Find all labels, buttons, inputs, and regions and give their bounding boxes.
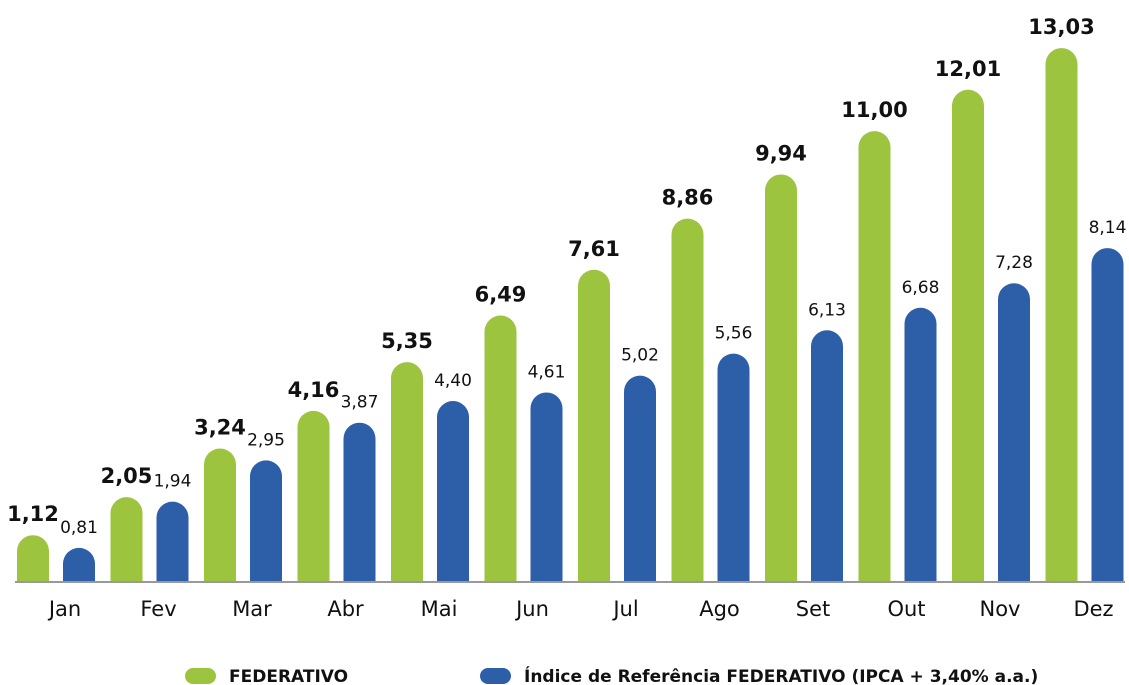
value-label: 4,16: [288, 378, 340, 402]
legend-swatch: [185, 668, 216, 684]
x-tick-label: Jul: [611, 597, 638, 621]
value-label: 11,00: [841, 98, 907, 122]
bar: [1091, 248, 1124, 581]
legend-label: Índice de Referência FEDERATIVO (IPCA + …: [524, 665, 1038, 685]
value-label: 7,61: [568, 237, 620, 261]
bar: [343, 422, 376, 581]
value-label: 1,94: [154, 472, 192, 492]
value-label: 6,13: [808, 300, 846, 320]
value-label: 12,01: [935, 57, 1001, 81]
bar: [437, 401, 469, 581]
value-label: 6,49: [475, 283, 527, 307]
bar: [530, 392, 563, 581]
bar: [998, 283, 1030, 581]
bar: [578, 269, 610, 581]
x-tick-label: Ago: [699, 597, 740, 621]
value-label: 13,03: [1028, 15, 1094, 39]
x-tick-label: Set: [796, 597, 830, 621]
bar: [858, 131, 891, 581]
value-label: 5,35: [381, 329, 433, 353]
bar: [765, 174, 797, 582]
value-label: 7,28: [995, 253, 1033, 273]
value-label: 0,81: [60, 518, 98, 538]
value-label: 5,56: [715, 324, 753, 344]
bar: [391, 362, 423, 581]
value-label: 1,12: [7, 502, 59, 526]
x-tick-label: Mai: [421, 597, 458, 621]
bar: [156, 501, 189, 581]
x-tick-label: Mar: [232, 597, 272, 621]
bar: [904, 307, 937, 581]
x-tick-label: Out: [887, 597, 925, 621]
value-label: 4,61: [528, 362, 566, 382]
value-label: 3,87: [341, 393, 379, 413]
value-label: 2,95: [247, 430, 285, 450]
value-label: 3,24: [194, 415, 246, 439]
value-label: 9,94: [755, 141, 807, 165]
bar: [110, 497, 143, 581]
value-label: 2,05: [101, 464, 153, 488]
bar: [250, 460, 282, 581]
bar: [204, 448, 236, 581]
x-tick-label: Abr: [327, 597, 364, 621]
legend-swatch: [480, 668, 511, 684]
bar: [717, 353, 750, 581]
legend-label: FEDERATIVO: [229, 667, 348, 685]
x-tick-label: Dez: [1073, 597, 1113, 621]
bar: [17, 535, 49, 581]
x-tick-label: Nov: [980, 597, 1021, 621]
bar: [952, 89, 984, 581]
x-tick-label: Fev: [140, 597, 176, 621]
value-label: 6,68: [902, 278, 940, 298]
bar: [671, 218, 704, 581]
bar: [297, 410, 330, 581]
bar: [811, 330, 843, 581]
value-label: 4,40: [434, 371, 472, 391]
bar: [63, 547, 95, 581]
value-label: 8,86: [662, 186, 714, 210]
value-label: 5,02: [621, 346, 659, 366]
x-tick-label: Jun: [514, 597, 549, 621]
bar: [624, 375, 656, 581]
bar: [484, 315, 517, 581]
x-tick-label: Jan: [47, 597, 81, 621]
value-label: 8,14: [1089, 218, 1127, 238]
bar: [1045, 48, 1078, 581]
